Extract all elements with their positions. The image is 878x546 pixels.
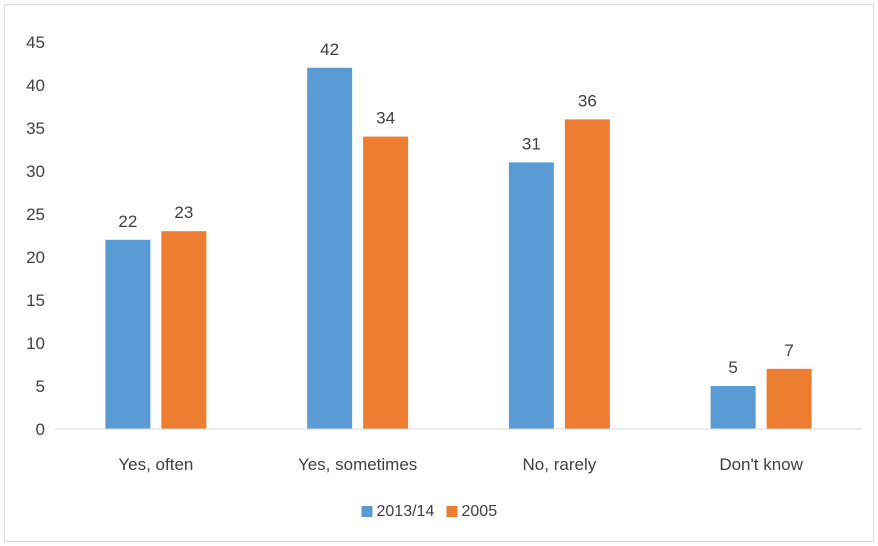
bars: [105, 67, 812, 430]
bar: [105, 239, 151, 429]
bar-value-label: 7: [784, 341, 793, 360]
y-tick-label: 10: [26, 334, 45, 353]
legend-swatch: [446, 506, 458, 517]
bar: [564, 119, 610, 430]
bar-value-label: 5: [728, 358, 737, 377]
bar-value-label: 36: [578, 91, 597, 110]
bar-value-label: 23: [174, 203, 193, 222]
bar: [508, 162, 554, 429]
y-tick-label: 45: [26, 33, 45, 52]
bar-value-labels: 22 23 42 34 31 36 5 7: [118, 40, 793, 377]
bar: [766, 368, 812, 429]
y-tick-label: 20: [26, 248, 45, 267]
bar: [363, 136, 409, 429]
y-tick-label: 35: [26, 119, 45, 138]
bar-value-label: 34: [376, 109, 395, 128]
bar: [307, 67, 353, 430]
x-axis-labels: Yes, often Yes, sometimes No, rarely Don't …: [118, 455, 803, 474]
x-category-label: Yes, sometimes: [298, 455, 417, 474]
x-category-label: Yes, often: [118, 455, 193, 474]
bar: [710, 386, 756, 429]
legend-label: 2013/14: [377, 503, 435, 520]
bar-value-label: 31: [522, 134, 541, 153]
y-tick-label: 5: [36, 377, 45, 396]
x-category-label: No, rarely: [523, 455, 597, 474]
y-axis-ticks: 0 5 10 15 20 25 30 35 40 45: [26, 33, 45, 439]
y-tick-label: 25: [26, 205, 45, 224]
x-category-label: Don't know: [719, 455, 803, 474]
bar: [161, 231, 207, 429]
legend: 2013/14 2005: [361, 503, 498, 520]
y-tick-label: 15: [26, 291, 45, 310]
bar-value-label: 42: [320, 40, 339, 59]
y-tick-label: 30: [26, 162, 45, 181]
y-tick-label: 40: [26, 76, 45, 95]
legend-label: 2005: [462, 503, 498, 520]
legend-swatch: [361, 506, 373, 517]
y-tick-label: 0: [36, 420, 45, 439]
bar-value-label: 22: [118, 212, 137, 231]
